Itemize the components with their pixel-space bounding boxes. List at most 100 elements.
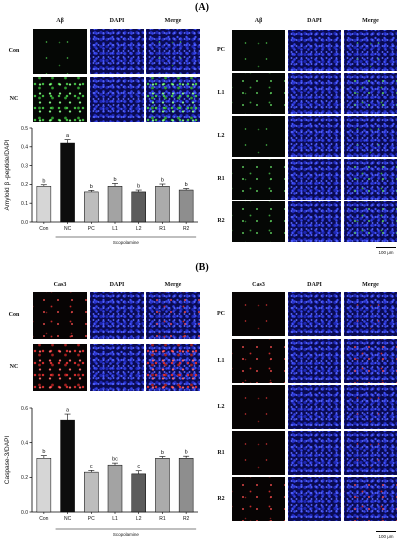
significance-letter: b (137, 184, 140, 190)
row-label-l1: L1 (217, 90, 225, 96)
merge-micrograph-pc (344, 292, 397, 336)
y-tick-label: 0.0 (21, 510, 28, 516)
cas3-micrograph-l2 (232, 385, 285, 429)
significance-letter: b (161, 178, 164, 184)
row-label-nc: NC (9, 96, 19, 102)
bar-nc (60, 419, 75, 513)
merge-micrograph-r1 (344, 431, 397, 475)
significance-letter: b (42, 178, 45, 184)
significance-letter: c (90, 464, 93, 470)
column-header-cas3: Cas3 (252, 282, 265, 288)
bar-l2 (131, 191, 146, 223)
dapi-micrograph-r1 (288, 159, 341, 200)
dapi-micrograph-pc (288, 30, 341, 71)
y-tick-label: 0.1 (21, 201, 28, 207)
x-tick-label: L1 (112, 226, 118, 232)
bar-nc (60, 142, 75, 223)
dapi-micrograph-con (90, 292, 144, 339)
cas3-micrograph-pc (232, 292, 285, 336)
row-label-r1: R1 (217, 176, 225, 182)
dapi-micrograph-r1 (288, 431, 341, 475)
significance-letter: b (90, 184, 93, 190)
dapi-micrograph-nc (90, 344, 144, 391)
y-tick-label: 0.2 (21, 182, 28, 188)
bar-con (36, 458, 52, 513)
column-header-abeta: Aβ (56, 18, 64, 24)
cas3-micrograph-con (33, 292, 87, 339)
x-tick-label: R1 (159, 226, 166, 232)
x-tick-label: L2 (136, 516, 142, 522)
scale-bar-label-b: 100 μm (378, 534, 394, 539)
dapi-micrograph-nc (90, 77, 144, 122)
amyloid-beta-bar-chart: 0.0 0.1 0.2 0.3 0.4 0.5 b Con a NC b PC b L1 b L2 b R1 b R2… (4, 126, 198, 245)
group-label: Scopolamine (113, 240, 140, 245)
panel-label-b: (B) (195, 262, 209, 273)
bar-r2 (178, 458, 194, 513)
scale-bar-label-a: 100 μm (378, 250, 394, 255)
significance-letter: b (161, 450, 164, 456)
merge-micrograph-l2 (344, 385, 397, 429)
row-label-pc: PC (217, 47, 225, 53)
abeta-micrograph-nc (33, 77, 87, 122)
x-tick-label: L1 (112, 516, 118, 522)
merge-micrograph-r2 (344, 477, 397, 521)
dapi-micrograph-r2 (288, 477, 341, 521)
bar-l1 (107, 464, 123, 513)
scale-bar-b (376, 531, 396, 532)
y-tick-label: 0.4 (21, 145, 28, 151)
row-label-r2: R2 (217, 218, 225, 224)
dapi-micrograph-l1 (288, 73, 341, 114)
bar-r1 (155, 458, 170, 513)
merge-micrograph-con (146, 29, 200, 74)
column-header-dapi: DAPI (307, 18, 322, 24)
y-axis-label: Caspase-3/DAPI (4, 436, 11, 485)
y-tick-label: 0.4 (21, 440, 28, 446)
merge-micrograph-pc (344, 30, 397, 71)
significance-letter: b (113, 177, 116, 183)
row-label-l1: L1 (217, 358, 225, 364)
x-tick-label: PC (88, 516, 95, 522)
significance-letter: b (185, 182, 188, 188)
column-header-merge: Merge (362, 282, 379, 288)
column-header-merge: Merge (362, 18, 379, 24)
row-label-r2: R2 (217, 496, 225, 502)
x-tick-label: R1 (159, 516, 166, 522)
abeta-micrograph-r2 (232, 201, 285, 242)
cas3-micrograph-l1 (232, 339, 285, 383)
column-header-dapi: DAPI (109, 282, 125, 288)
scale-bar-a (376, 247, 396, 248)
row-label-con: Con (8, 48, 20, 54)
x-tick-label: Con (39, 516, 48, 522)
bar-r1 (155, 186, 170, 223)
merge-micrograph-l1 (344, 339, 397, 383)
abeta-micrograph-con (33, 29, 87, 74)
column-header-abeta: Aβ (254, 18, 263, 24)
column-header-dapi: DAPI (109, 18, 125, 24)
merge-micrograph-nc (146, 77, 200, 122)
dapi-micrograph-l1 (288, 339, 341, 383)
bar-con (36, 186, 52, 223)
abeta-micrograph-l1 (232, 73, 285, 114)
merge-micrograph-r1 (344, 159, 397, 200)
bar-l1 (107, 186, 123, 223)
y-tick-label: 0.6 (21, 406, 28, 412)
row-label-pc: PC (217, 311, 225, 317)
dapi-micrograph-con (90, 29, 144, 74)
caspase-3-bar-chart: 0.0 0.2 0.4 0.6 b Con a NC c PC bc L1 c L2 b R1 b R2 Scopo… (4, 406, 198, 537)
x-tick-label: R2 (183, 226, 190, 232)
x-tick-label: Con (39, 226, 48, 232)
column-header-cas3: Cas3 (53, 282, 67, 288)
row-label-l2: L2 (217, 404, 225, 410)
row-label-l2: L2 (217, 133, 225, 139)
x-tick-label: NC (64, 516, 72, 522)
row-label-nc: NC (9, 364, 19, 370)
row-label-r1: R1 (217, 450, 225, 456)
y-tick-label: 0.0 (21, 220, 28, 226)
dapi-micrograph-pc (288, 292, 341, 336)
dapi-micrograph-l2 (288, 385, 341, 429)
bar-pc (84, 471, 99, 513)
merge-micrograph-con (146, 292, 200, 339)
row-label-con: Con (8, 312, 20, 318)
